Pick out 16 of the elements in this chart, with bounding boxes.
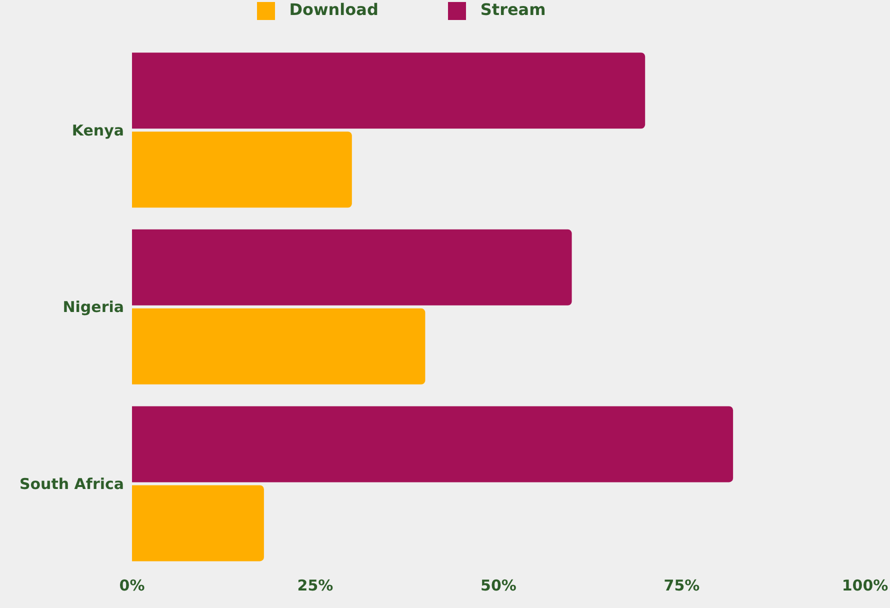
y-tick-label: Kenya (72, 121, 124, 140)
bar (132, 485, 264, 562)
x-tick-label: 25% (297, 576, 334, 595)
bar (132, 406, 734, 482)
bar (132, 308, 426, 384)
y-tick-label: South Africa (19, 474, 124, 493)
bar (132, 132, 352, 208)
legend-label: Download (289, 0, 378, 19)
legend-label: Stream (480, 0, 546, 19)
y-tick-label: Nigeria (62, 298, 124, 316)
x-tick-label: 50% (480, 576, 516, 595)
x-tick-label: 100% (842, 576, 888, 595)
bar (132, 229, 572, 306)
bar (132, 52, 646, 129)
x-tick-label: 0% (119, 576, 145, 595)
x-tick-label: 75% (664, 576, 700, 595)
